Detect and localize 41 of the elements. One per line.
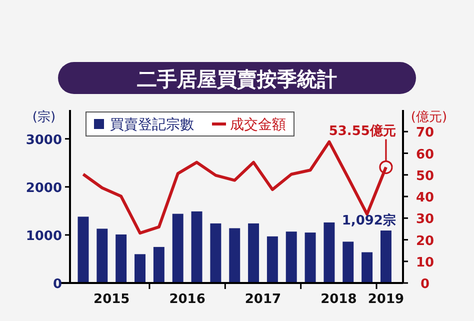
y-tick-label: 0 [52,277,62,292]
y2-tick-label: 60 [416,147,434,162]
bar [191,211,202,283]
bar [304,232,316,283]
bar [116,234,127,283]
x-tick-label: 2016 [169,292,206,307]
y2-tick-label: 0 [420,277,430,292]
y-tick-label: 1000 [26,228,62,244]
bar [153,246,164,283]
bar [380,230,392,283]
x-tick-label: 2019 [368,292,404,307]
bar [286,232,297,283]
y-tick-label: 2000 [26,180,62,196]
bar [324,222,335,283]
x-tick-label: 2015 [94,292,130,307]
y2-tick-label: 10 [416,255,434,270]
annotation: 1,092宗 [342,212,396,229]
y2-axis-title: (億元) [410,110,448,125]
x-tick-label: 2017 [244,292,282,307]
y2-tick-label: 30 [416,212,434,228]
bar [342,242,354,283]
y2-tick-label: 40 [416,190,434,206]
x-tick-label: 2018 [320,292,357,307]
bar [229,228,240,283]
legend-label: 成交金額 [230,117,286,133]
bar [172,214,184,283]
bar [248,223,260,283]
bar [78,216,89,283]
bar [362,252,373,283]
y2-tick-label: 50 [416,168,434,184]
bar [96,228,108,283]
y2-tick-label: 20 [416,234,434,249]
y-axis-title: (宗) [32,109,56,125]
bar [134,254,146,283]
y2-tick-label: 70 [416,126,434,141]
y-tick-label: 3000 [26,132,62,148]
bar [266,236,278,283]
bar [210,223,222,283]
chart-title: 二手居屋買賣按季統計 [137,67,337,91]
annotation: 53.55億元 [328,123,396,140]
legend-label: 買賣登記宗數 [110,117,194,133]
